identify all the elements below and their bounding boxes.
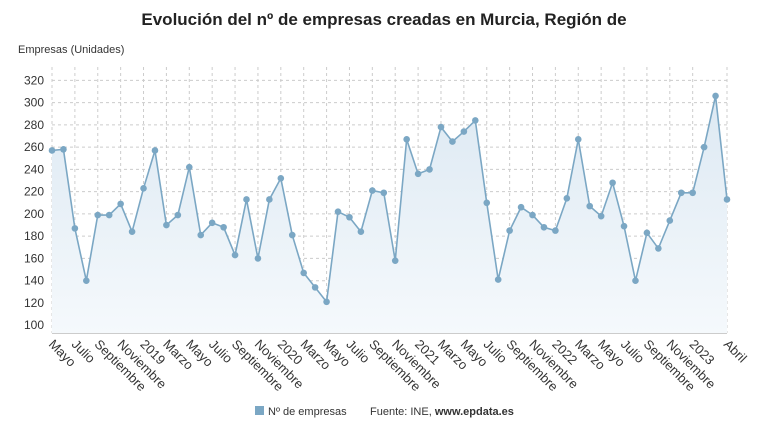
point bbox=[632, 277, 639, 284]
legend-swatch bbox=[255, 406, 264, 415]
y-axis-label: Empresas (Unidades) bbox=[18, 44, 124, 56]
y-tick-label: 200 bbox=[24, 207, 44, 221]
y-tick-label: 180 bbox=[24, 229, 44, 243]
point bbox=[60, 146, 67, 153]
point bbox=[185, 163, 193, 171]
point bbox=[540, 223, 548, 231]
area bbox=[52, 95, 727, 333]
x-tick-label: Abril bbox=[721, 337, 750, 366]
point bbox=[311, 284, 319, 291]
point bbox=[689, 189, 696, 197]
point bbox=[414, 170, 422, 178]
point bbox=[288, 231, 296, 239]
point bbox=[494, 276, 502, 283]
point bbox=[426, 166, 433, 173]
point bbox=[208, 219, 216, 227]
source-site: www.epdata.es bbox=[434, 406, 514, 418]
point bbox=[666, 217, 674, 224]
point bbox=[369, 187, 376, 194]
y-tick-label: 300 bbox=[24, 96, 44, 110]
source: Fuente: INE, www.epdata.es bbox=[370, 406, 514, 418]
y-tick-label: 100 bbox=[24, 318, 44, 332]
y-tick-label: 240 bbox=[24, 162, 44, 176]
point bbox=[552, 227, 559, 234]
point bbox=[277, 174, 285, 182]
point bbox=[94, 211, 102, 219]
point bbox=[323, 298, 330, 306]
point bbox=[620, 222, 628, 230]
point bbox=[105, 211, 113, 219]
point bbox=[346, 213, 353, 221]
y-tick-label: 220 bbox=[24, 185, 44, 199]
point bbox=[357, 228, 365, 236]
line bbox=[51, 95, 728, 304]
point bbox=[128, 228, 136, 236]
point bbox=[449, 138, 456, 145]
point bbox=[677, 189, 685, 197]
point bbox=[517, 203, 525, 211]
point bbox=[563, 195, 571, 202]
y-tick-label: 120 bbox=[24, 296, 44, 310]
point bbox=[437, 123, 445, 131]
point bbox=[334, 208, 342, 215]
point bbox=[483, 199, 491, 207]
point bbox=[197, 231, 205, 239]
point bbox=[609, 179, 616, 187]
point bbox=[597, 212, 605, 220]
point bbox=[220, 223, 227, 231]
point bbox=[655, 245, 662, 252]
point bbox=[174, 211, 182, 219]
y-tick-label: 260 bbox=[24, 140, 44, 154]
legend-label: Nº de empresas bbox=[268, 406, 347, 418]
point bbox=[231, 251, 239, 259]
y-tick-label: 160 bbox=[24, 251, 44, 265]
point bbox=[163, 221, 170, 229]
point bbox=[117, 200, 124, 208]
point bbox=[574, 136, 582, 143]
point bbox=[140, 185, 147, 192]
point bbox=[643, 229, 651, 237]
point bbox=[472, 117, 479, 124]
point bbox=[586, 202, 594, 210]
point bbox=[300, 269, 307, 277]
y-tick-label: 280 bbox=[24, 118, 44, 132]
plot: 100120140160180200220240260280300320Mayo… bbox=[24, 67, 750, 394]
point bbox=[254, 255, 262, 262]
point bbox=[380, 189, 388, 197]
point bbox=[460, 128, 468, 135]
y-tick-label: 320 bbox=[24, 73, 44, 87]
point bbox=[723, 196, 731, 203]
point bbox=[712, 92, 719, 100]
chart-title: Evolución del nº de empresas creadas en … bbox=[141, 10, 626, 29]
point bbox=[151, 147, 159, 154]
point bbox=[266, 196, 273, 203]
y-tick-label: 140 bbox=[24, 274, 44, 288]
point bbox=[403, 136, 410, 143]
point bbox=[83, 277, 90, 284]
point bbox=[506, 227, 513, 234]
point bbox=[391, 257, 399, 264]
point bbox=[243, 196, 250, 203]
point bbox=[700, 143, 708, 151]
source-prefix: Fuente: INE, bbox=[370, 406, 432, 418]
point bbox=[529, 211, 536, 219]
point bbox=[71, 225, 79, 232]
point bbox=[48, 147, 56, 154]
